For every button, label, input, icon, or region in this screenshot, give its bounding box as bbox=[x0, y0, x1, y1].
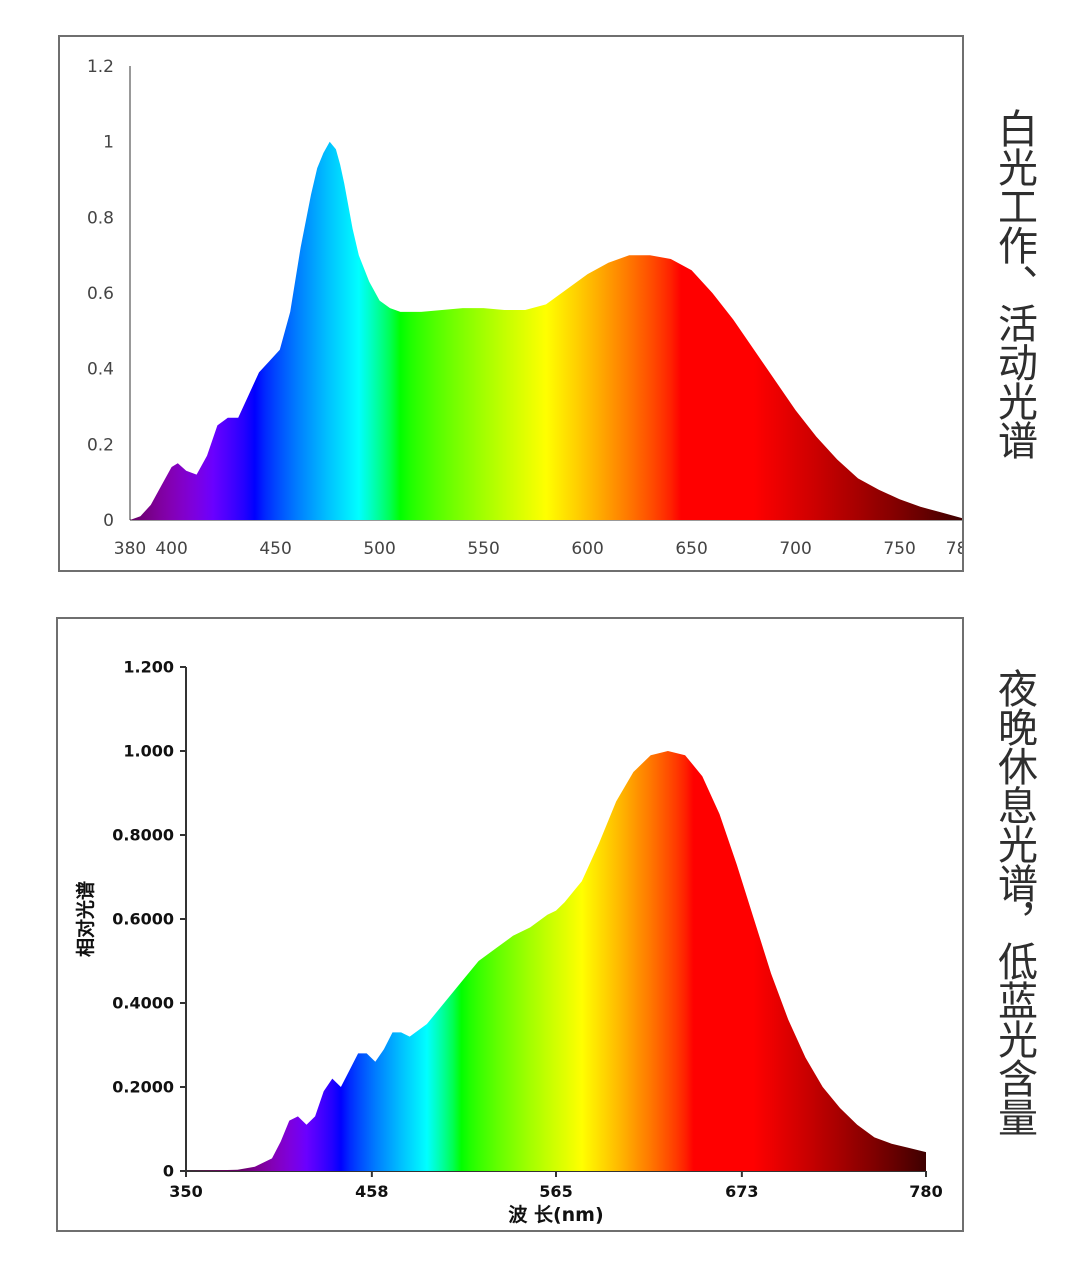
x-tick-label: 500 bbox=[363, 539, 395, 559]
night-spectrum-plot: 0 0.2000 0.4000 0.6000 0.8000 1.000 1.200 350 45… bbox=[74, 658, 943, 1226]
y-tick-label: 1.200 bbox=[123, 658, 174, 677]
x-tick-label: 458 bbox=[355, 1182, 388, 1201]
y-tick-label: 0 bbox=[163, 1162, 174, 1181]
y-tick-label: 0.6 bbox=[87, 284, 114, 304]
y-tick-label: 1.2 bbox=[87, 57, 114, 77]
y-tick-label: 0.4000 bbox=[112, 994, 174, 1013]
day-spectrum-chart: 0 0.2 0.4 0.6 0.8 1 1.2 380 400 450 500 550 600 650 70… bbox=[58, 35, 978, 572]
x-tick-label: 650 bbox=[675, 539, 707, 559]
x-tick-label: 450 bbox=[259, 539, 291, 559]
day-spectrum-caption: 白光工作、活动光谱 bbox=[991, 108, 1037, 459]
x-axis-title: 波 长(nm) bbox=[508, 1203, 603, 1226]
x-tick-label: 380 bbox=[114, 539, 146, 559]
spectrum-area bbox=[130, 141, 962, 520]
x-tick-label: 350 bbox=[169, 1182, 202, 1201]
x-tick-label: 780 bbox=[909, 1182, 942, 1201]
x-tick-label: 600 bbox=[571, 539, 603, 559]
day-spectrum-plot: 0 0.2 0.4 0.6 0.8 1 1.2 380 400 450 500 550 600 650 70… bbox=[87, 57, 978, 559]
y-tick-label: 0.6000 bbox=[112, 910, 174, 929]
y-tick-label: 0.8000 bbox=[112, 826, 174, 845]
night-spectrum-chart: 0 0.2000 0.4000 0.6000 0.8000 1.000 1.200 350 45… bbox=[56, 617, 964, 1232]
y-tick-label: 0.2000 bbox=[112, 1078, 174, 1097]
y-tick-label: 0.8 bbox=[87, 208, 114, 228]
x-tick-label: 565 bbox=[539, 1182, 572, 1201]
y-tick-label: 1 bbox=[103, 133, 114, 153]
y-tick-label: 0.4 bbox=[87, 360, 114, 380]
x-tick-label: 673 bbox=[725, 1182, 758, 1201]
y-tick-label: 0 bbox=[103, 511, 114, 531]
x-tick-label: 400 bbox=[155, 539, 187, 559]
x-tick-label: 750 bbox=[883, 539, 915, 559]
x-tick-label: 700 bbox=[779, 539, 811, 559]
night-spectrum-caption: 夜晚休息光谱，低蓝光含量 bbox=[991, 668, 1037, 1136]
y-tick-label: 0.2 bbox=[87, 435, 114, 455]
y-axis-title: 相对光谱 bbox=[74, 881, 97, 957]
x-tick-label: 550 bbox=[467, 539, 499, 559]
x-tick-label: 780 bbox=[946, 539, 962, 559]
spectrum-area bbox=[186, 751, 926, 1171]
y-tick-label: 1.000 bbox=[123, 742, 174, 761]
